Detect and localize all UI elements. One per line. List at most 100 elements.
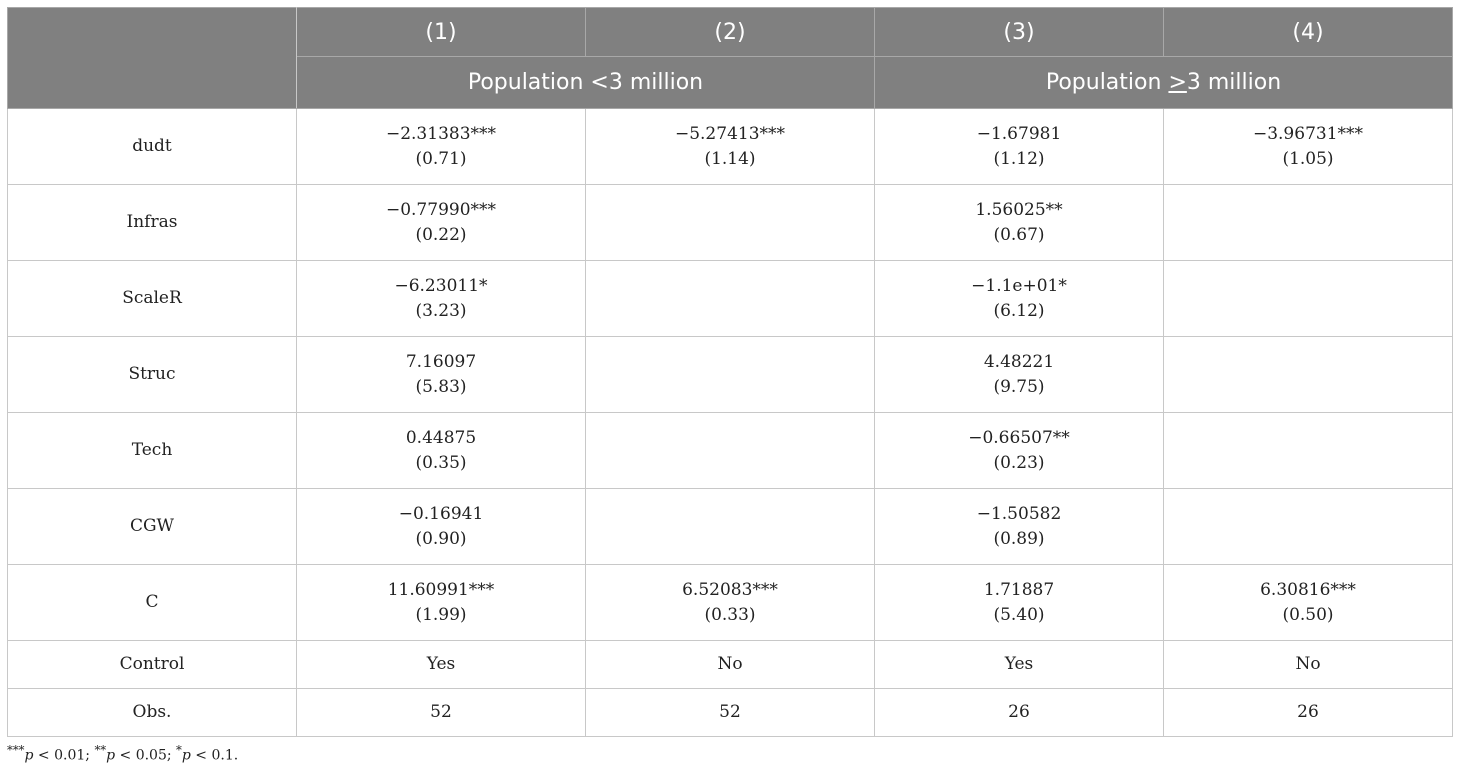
table-cell: Yes — [296, 640, 586, 689]
col-header-4: (4) — [1163, 7, 1453, 57]
table-cell — [585, 488, 875, 565]
row-label: Tech — [7, 412, 297, 489]
table-cell: −2.31383*** (0.71) — [296, 108, 586, 185]
table-row: Obs. 52 52 26 26 — [7, 688, 1453, 737]
table-cell — [585, 412, 875, 489]
row-label: dudt — [7, 108, 297, 185]
table-body: dudt −2.31383*** (0.71) −5.27413*** (1.14) −1… — [7, 108, 1453, 737]
standard-error: (1.12) — [993, 148, 1045, 169]
note-text-2: < 0.05; — [115, 747, 177, 764]
standard-error: (0.33) — [704, 604, 756, 625]
table-cell — [585, 184, 875, 261]
coefficient: 11.60991*** — [387, 579, 495, 600]
coefficient: 6.52083*** — [682, 579, 778, 600]
group2-suffix: 3 million — [1186, 70, 1282, 95]
standard-error: (0.35) — [415, 452, 467, 473]
coefficient: −0.66507** — [968, 427, 1070, 448]
coefficient: −0.16941 — [398, 503, 484, 524]
note-stars-3: * — [176, 743, 182, 757]
coefficient: 1.71887 — [983, 579, 1055, 600]
table-cell — [585, 336, 875, 413]
standard-error: (0.71) — [415, 148, 467, 169]
note-text-3: < 0.1. — [190, 747, 239, 764]
row-label: C — [7, 564, 297, 641]
standard-error: (9.75) — [993, 376, 1045, 397]
table-cell — [1163, 488, 1453, 565]
table-cell: 52 — [296, 688, 586, 737]
coefficient: 6.30816*** — [1260, 579, 1356, 600]
header-corner — [7, 7, 297, 109]
row-label: Control — [7, 640, 297, 689]
table-cell: No — [585, 640, 875, 689]
row-label: Obs. — [7, 688, 297, 737]
standard-error: (0.22) — [415, 224, 467, 245]
note-text-1: < 0.01; — [33, 747, 95, 764]
table-cell: −5.27413*** (1.14) — [585, 108, 875, 185]
table-cell — [585, 260, 875, 337]
table-cell: −0.16941 (0.90) — [296, 488, 586, 565]
coefficient: 0.44875 — [405, 427, 477, 448]
regression-table: (1) (2) (3) (4) Population <3 million Po… — [7, 7, 1453, 737]
standard-error: (5.83) — [415, 376, 467, 397]
regression-table-container: (1) (2) (3) (4) Population <3 million Po… — [7, 7, 1453, 737]
table-cell — [1163, 336, 1453, 413]
coefficient: −0.77990*** — [385, 199, 497, 220]
table-row: ScaleR −6.23011* (3.23) −1.1e+01* (6.12) — [7, 260, 1453, 337]
table-cell: Yes — [874, 640, 1164, 689]
table-cell: −0.66507** (0.23) — [874, 412, 1164, 489]
table-cell: −1.67981 (1.12) — [874, 108, 1164, 185]
row-label: CGW — [7, 488, 297, 565]
coefficient: −2.31383*** — [385, 123, 497, 144]
table-cell: 7.16097 (5.83) — [296, 336, 586, 413]
row-label: Infras — [7, 184, 297, 261]
coefficient: 1.56025** — [975, 199, 1063, 220]
standard-error: (6.12) — [993, 300, 1045, 321]
col-header-3: (3) — [874, 7, 1164, 57]
table-cell: 26 — [1163, 688, 1453, 737]
standard-error: (1.99) — [415, 604, 467, 625]
header-row-numbers: (1) (2) (3) (4) — [7, 7, 1453, 109]
standard-error: (0.67) — [993, 224, 1045, 245]
coefficient: −5.27413*** — [674, 123, 786, 144]
standard-error: (1.05) — [1282, 148, 1334, 169]
standard-error: (5.40) — [993, 604, 1045, 625]
table-cell: −3.96731*** (1.05) — [1163, 108, 1453, 185]
note-stars-1: *** — [7, 743, 25, 757]
significance-footnote: ***p < 0.01; **p < 0.05; *p < 0.1. — [7, 743, 238, 764]
table-cell: 4.48221 (9.75) — [874, 336, 1164, 413]
table-cell: −0.77990*** (0.22) — [296, 184, 586, 261]
table-row: CGW −0.16941 (0.90) −1.50582 (0.89) — [7, 488, 1453, 565]
table-cell: −1.1e+01* (6.12) — [874, 260, 1164, 337]
table-cell — [1163, 260, 1453, 337]
group-header-large-pop: Population >3 million — [874, 56, 1453, 109]
note-p-3: p — [181, 747, 191, 764]
coefficient: 4.48221 — [983, 351, 1055, 372]
table-row: C 11.60991*** (1.99) 6.52083*** (0.33) 1.7188… — [7, 564, 1453, 641]
coefficient: −3.96731*** — [1252, 123, 1364, 144]
table-cell: −6.23011* (3.23) — [296, 260, 586, 337]
table-cell: 11.60991*** (1.99) — [296, 564, 586, 641]
standard-error: (0.90) — [415, 528, 467, 549]
table-cell: No — [1163, 640, 1453, 689]
row-label: Struc — [7, 336, 297, 413]
table-cell: 6.52083*** (0.33) — [585, 564, 875, 641]
table-cell: 1.56025** (0.67) — [874, 184, 1164, 261]
table-row: Infras −0.77990*** (0.22) 1.56025** (0.67) — [7, 184, 1453, 261]
table-cell: 6.30816*** (0.50) — [1163, 564, 1453, 641]
note-p-1: p — [24, 747, 34, 764]
table-row: dudt −2.31383*** (0.71) −5.27413*** (1.14) −1… — [7, 108, 1453, 185]
note-stars-2: ** — [94, 743, 107, 757]
col-header-1: (1) — [296, 7, 586, 57]
table-row: Control Yes No Yes No — [7, 640, 1453, 689]
note-p-2: p — [106, 747, 116, 764]
table-cell: 1.71887 (5.40) — [874, 564, 1164, 641]
table-cell — [1163, 184, 1453, 261]
table-cell: 52 — [585, 688, 875, 737]
table-row: Tech 0.44875 (0.35) −0.66507** (0.23) — [7, 412, 1453, 489]
table-cell — [1163, 412, 1453, 489]
coefficient: 7.16097 — [405, 351, 477, 372]
col-header-2: (2) — [585, 7, 875, 57]
coefficient: −1.1e+01* — [971, 275, 1067, 296]
table-cell: −1.50582 (0.89) — [874, 488, 1164, 565]
standard-error: (0.89) — [993, 528, 1045, 549]
